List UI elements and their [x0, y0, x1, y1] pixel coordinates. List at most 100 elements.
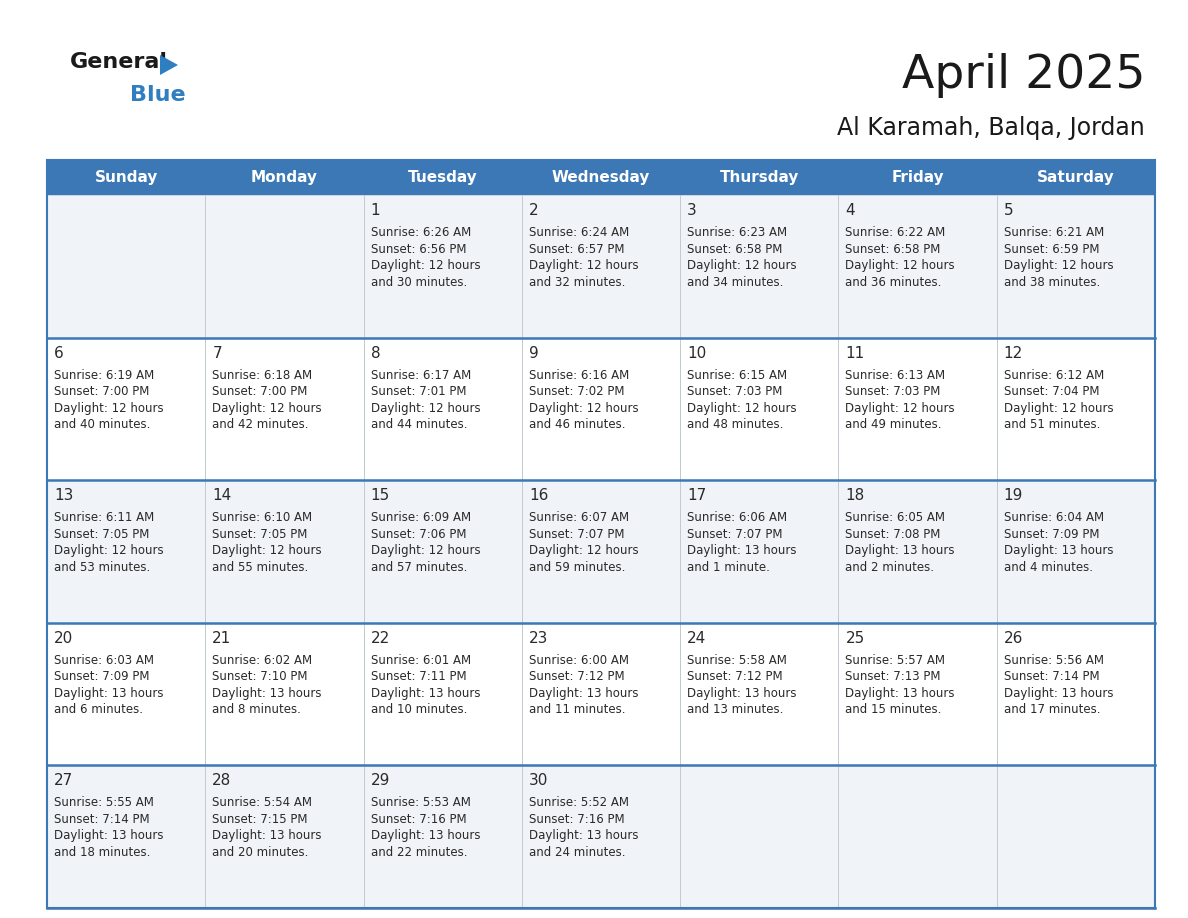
Text: and 8 minutes.: and 8 minutes.: [213, 703, 302, 716]
Text: Daylight: 12 hours: Daylight: 12 hours: [53, 402, 164, 415]
Text: Sunrise: 5:55 AM: Sunrise: 5:55 AM: [53, 797, 154, 810]
Text: 2: 2: [529, 203, 538, 218]
Text: and 48 minutes.: and 48 minutes.: [687, 419, 784, 431]
Text: Daylight: 12 hours: Daylight: 12 hours: [213, 544, 322, 557]
Text: and 24 minutes.: and 24 minutes.: [529, 846, 625, 859]
Bar: [997, 338, 1155, 480]
Bar: [681, 338, 839, 480]
Text: and 44 minutes.: and 44 minutes.: [371, 419, 467, 431]
Text: Sunrise: 6:10 AM: Sunrise: 6:10 AM: [213, 511, 312, 524]
Text: Daylight: 13 hours: Daylight: 13 hours: [687, 687, 797, 700]
Text: and 42 minutes.: and 42 minutes.: [213, 419, 309, 431]
Text: 3: 3: [687, 203, 697, 218]
Text: Daylight: 12 hours: Daylight: 12 hours: [529, 259, 638, 272]
Text: Wednesday: Wednesday: [551, 170, 650, 185]
Text: and 38 minutes.: and 38 minutes.: [1004, 275, 1100, 288]
Bar: [364, 480, 522, 622]
Text: Daylight: 12 hours: Daylight: 12 hours: [371, 402, 480, 415]
Text: 17: 17: [687, 488, 707, 503]
Text: Sunrise: 6:22 AM: Sunrise: 6:22 AM: [846, 226, 946, 239]
Text: 1: 1: [371, 203, 380, 218]
Text: Sunrise: 5:57 AM: Sunrise: 5:57 AM: [846, 654, 946, 666]
Bar: [839, 480, 997, 622]
Text: Daylight: 13 hours: Daylight: 13 hours: [529, 830, 638, 843]
Text: Sunset: 6:57 PM: Sunset: 6:57 PM: [529, 242, 625, 255]
Text: Sunrise: 6:21 AM: Sunrise: 6:21 AM: [1004, 226, 1104, 239]
Text: 15: 15: [371, 488, 390, 503]
Text: Sunset: 6:59 PM: Sunset: 6:59 PM: [1004, 242, 1099, 255]
Text: Daylight: 13 hours: Daylight: 13 hours: [846, 544, 955, 557]
Text: 16: 16: [529, 488, 548, 503]
Text: Daylight: 13 hours: Daylight: 13 hours: [213, 830, 322, 843]
Text: Sunrise: 5:54 AM: Sunrise: 5:54 AM: [213, 797, 312, 810]
Text: and 6 minutes.: and 6 minutes.: [53, 703, 143, 716]
Text: 25: 25: [846, 631, 865, 645]
Bar: [522, 195, 681, 338]
Text: Tuesday: Tuesday: [407, 170, 478, 185]
Text: Sunset: 7:13 PM: Sunset: 7:13 PM: [846, 670, 941, 683]
Text: Daylight: 12 hours: Daylight: 12 hours: [1004, 402, 1113, 415]
Text: Sunrise: 6:19 AM: Sunrise: 6:19 AM: [53, 369, 154, 382]
Text: Sunset: 7:03 PM: Sunset: 7:03 PM: [846, 386, 941, 398]
Text: and 46 minutes.: and 46 minutes.: [529, 419, 625, 431]
Text: 29: 29: [371, 773, 390, 789]
Text: and 17 minutes.: and 17 minutes.: [1004, 703, 1100, 716]
Text: 6: 6: [53, 345, 64, 361]
Text: Daylight: 12 hours: Daylight: 12 hours: [53, 544, 164, 557]
Text: Sunset: 7:00 PM: Sunset: 7:00 PM: [53, 386, 150, 398]
Text: Sunrise: 6:16 AM: Sunrise: 6:16 AM: [529, 369, 630, 382]
Text: and 34 minutes.: and 34 minutes.: [687, 275, 784, 288]
Text: and 40 minutes.: and 40 minutes.: [53, 419, 151, 431]
Bar: [681, 622, 839, 766]
Text: 4: 4: [846, 203, 855, 218]
Text: Sunrise: 5:53 AM: Sunrise: 5:53 AM: [371, 797, 470, 810]
Text: Sunrise: 5:58 AM: Sunrise: 5:58 AM: [687, 654, 786, 666]
Text: Sunset: 7:14 PM: Sunset: 7:14 PM: [53, 813, 150, 826]
Bar: [997, 480, 1155, 622]
Bar: [681, 480, 839, 622]
Text: 26: 26: [1004, 631, 1023, 645]
Bar: [997, 195, 1155, 338]
Bar: [997, 622, 1155, 766]
Text: and 10 minutes.: and 10 minutes.: [371, 703, 467, 716]
Text: Daylight: 12 hours: Daylight: 12 hours: [846, 259, 955, 272]
Text: Sunset: 7:09 PM: Sunset: 7:09 PM: [53, 670, 150, 683]
Text: and 13 minutes.: and 13 minutes.: [687, 703, 784, 716]
Text: Blue: Blue: [129, 85, 185, 105]
Bar: [839, 766, 997, 908]
Text: and 15 minutes.: and 15 minutes.: [846, 703, 942, 716]
Text: Sunrise: 6:24 AM: Sunrise: 6:24 AM: [529, 226, 630, 239]
Text: Sunset: 7:01 PM: Sunset: 7:01 PM: [371, 386, 466, 398]
Text: 5: 5: [1004, 203, 1013, 218]
Bar: [48, 195, 206, 338]
Text: Sunset: 7:10 PM: Sunset: 7:10 PM: [213, 670, 308, 683]
Bar: [206, 480, 364, 622]
Bar: [522, 480, 681, 622]
Text: Daylight: 12 hours: Daylight: 12 hours: [529, 544, 638, 557]
Text: and 57 minutes.: and 57 minutes.: [371, 561, 467, 574]
Text: and 53 minutes.: and 53 minutes.: [53, 561, 150, 574]
Text: Daylight: 13 hours: Daylight: 13 hours: [1004, 544, 1113, 557]
Text: and 4 minutes.: and 4 minutes.: [1004, 561, 1093, 574]
Text: Sunrise: 6:07 AM: Sunrise: 6:07 AM: [529, 511, 628, 524]
Text: 24: 24: [687, 631, 707, 645]
Text: and 51 minutes.: and 51 minutes.: [1004, 419, 1100, 431]
Text: 18: 18: [846, 488, 865, 503]
Text: Sunrise: 6:17 AM: Sunrise: 6:17 AM: [371, 369, 470, 382]
Text: Sunrise: 6:09 AM: Sunrise: 6:09 AM: [371, 511, 470, 524]
Text: Thursday: Thursday: [720, 170, 800, 185]
Text: Sunrise: 6:26 AM: Sunrise: 6:26 AM: [371, 226, 470, 239]
Text: Friday: Friday: [891, 170, 944, 185]
Text: Sunset: 7:07 PM: Sunset: 7:07 PM: [687, 528, 783, 541]
Text: and 11 minutes.: and 11 minutes.: [529, 703, 625, 716]
Text: 30: 30: [529, 773, 548, 789]
Text: and 22 minutes.: and 22 minutes.: [371, 846, 467, 859]
Text: Daylight: 13 hours: Daylight: 13 hours: [529, 687, 638, 700]
Bar: [48, 480, 206, 622]
Text: and 2 minutes.: and 2 minutes.: [846, 561, 935, 574]
Text: Sunrise: 6:01 AM: Sunrise: 6:01 AM: [371, 654, 470, 666]
Text: 12: 12: [1004, 345, 1023, 361]
Polygon shape: [160, 55, 178, 75]
Text: and 59 minutes.: and 59 minutes.: [529, 561, 625, 574]
Bar: [681, 766, 839, 908]
